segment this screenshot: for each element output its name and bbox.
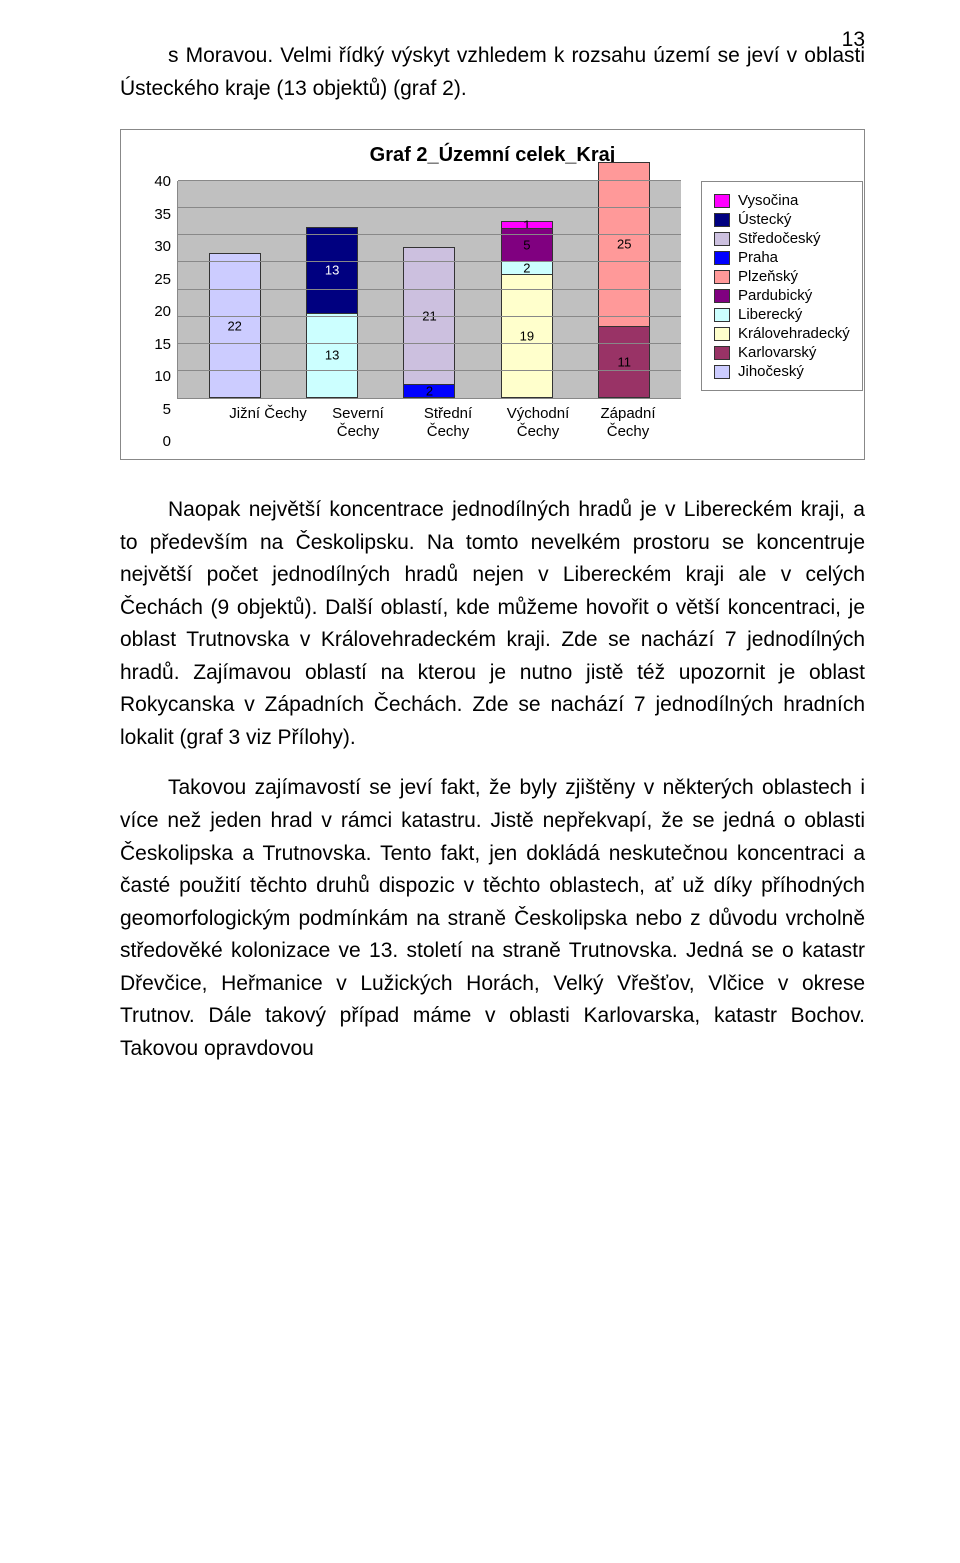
y-tick-label: 30 [154, 238, 171, 255]
paragraph-1: s Moravou. Velmi řídký výskyt vzhledem k… [120, 40, 865, 105]
legend-swatch [714, 270, 730, 284]
bar-segment: 25 [599, 163, 649, 326]
segment-value-label: 13 [307, 349, 357, 362]
legend-label: Jihočeský [738, 363, 804, 380]
chart-title: Graf 2_Územní celek_Kraj [139, 144, 846, 167]
x-tick-label: Východní Čechy [493, 405, 583, 441]
legend-item: Praha [714, 249, 850, 266]
legend-label: Liberecký [738, 306, 802, 323]
legend-item: Středočeský [714, 230, 850, 247]
legend-item: Vysočina [714, 192, 850, 209]
legend-label: Ústecký [738, 211, 791, 228]
x-tick-label: Severní Čechy [313, 405, 403, 441]
segment-value-label: 19 [502, 329, 552, 342]
y-tick-label: 40 [154, 173, 171, 190]
legend-item: Plzeňský [714, 268, 850, 285]
gridline [178, 180, 681, 181]
paragraph-3: Takovou zajímavostí se jeví fakt, že byl… [120, 772, 865, 1065]
bar: 25 11 [598, 162, 650, 398]
y-tick-label: 35 [154, 206, 171, 223]
legend-label: Středočeský [738, 230, 821, 247]
bar-segment: 2 [502, 261, 552, 274]
legend-swatch [714, 346, 730, 360]
legend-item: Karlovarský [714, 344, 850, 361]
legend-label: Pardubický [738, 287, 812, 304]
legend-swatch [714, 232, 730, 246]
x-tick-label: Jižní Čechy [223, 405, 313, 441]
gridline [178, 343, 681, 344]
legend-item: Jihočeský [714, 363, 850, 380]
bar: 22 [209, 253, 261, 398]
bar-segment: 13 [307, 313, 357, 398]
bar-segment: 2 [404, 384, 454, 397]
segment-value-label: 13 [307, 264, 357, 277]
bar-segment: 13 [307, 228, 357, 313]
bar-segment: 19 [502, 274, 552, 398]
bar: 212 [403, 247, 455, 399]
legend-label: Plzeňský [738, 268, 798, 285]
chart-container: Graf 2_Územní celek_Kraj 051015202530354… [120, 129, 865, 460]
legend-label: Karlovarský [738, 344, 816, 361]
legend-swatch [714, 213, 730, 227]
y-tick-label: 20 [154, 303, 171, 320]
bar: 15219 [501, 221, 553, 399]
gridline [178, 370, 681, 371]
segment-value-label: 11 [599, 355, 649, 368]
plot-area: 221313212152192511 [177, 181, 681, 399]
legend-swatch [714, 194, 730, 208]
y-tick-label: 25 [154, 271, 171, 288]
segment-value-label: 5 [502, 238, 552, 251]
legend-swatch [714, 308, 730, 322]
legend-swatch [714, 289, 730, 303]
legend-label: Vysočina [738, 192, 798, 209]
legend-item: Pardubický [714, 287, 850, 304]
bar-segment: 22 [210, 254, 260, 397]
legend-swatch [714, 365, 730, 379]
bar-segment: 11 [599, 326, 649, 398]
paragraph-2: Naopak největší koncentrace jednodílných… [120, 494, 865, 754]
y-tick-label: 5 [163, 401, 171, 418]
legend-label: Praha [738, 249, 778, 266]
gridline [178, 207, 681, 208]
gridline [178, 289, 681, 290]
chart-legend: Vysočina Ústecký Středočeský Praha Plzeňský P… [701, 181, 863, 391]
legend-item: Liberecký [714, 306, 850, 323]
segment-value-label: 2 [502, 261, 552, 274]
x-axis-labels: Jižní ČechySeverní ČechyStřední ČechyVýc… [215, 405, 681, 441]
page-number: 13 [842, 28, 865, 52]
gridline [178, 234, 681, 235]
legend-swatch [714, 327, 730, 341]
y-axis: 0510152025303540 [139, 181, 171, 441]
x-tick-label: Střední Čechy [403, 405, 493, 441]
gridline [178, 261, 681, 262]
segment-value-label: 25 [599, 238, 649, 251]
gridline [178, 316, 681, 317]
segment-value-label: 2 [404, 385, 454, 398]
segment-value-label: 22 [210, 319, 260, 332]
legend-item: Ústecký [714, 211, 850, 228]
legend-label: Královehradecký [738, 325, 850, 342]
y-tick-label: 10 [154, 368, 171, 385]
bar-segment: 5 [502, 228, 552, 261]
y-tick-label: 0 [163, 433, 171, 450]
bars-group: 221313212152192511 [178, 181, 681, 398]
legend-swatch [714, 251, 730, 265]
x-tick-label: Západní Čechy [583, 405, 673, 441]
bar: 13 13 [306, 227, 358, 398]
y-tick-label: 15 [154, 336, 171, 353]
legend-item: Královehradecký [714, 325, 850, 342]
